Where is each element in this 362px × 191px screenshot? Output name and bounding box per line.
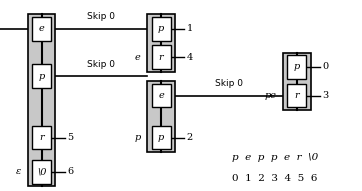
Text: r: r	[39, 133, 44, 142]
Text: 6: 6	[67, 167, 73, 176]
Text: p: p	[294, 62, 300, 71]
Text: r: r	[159, 53, 163, 62]
Bar	[28, 15, 55, 186]
Text: p: p	[38, 72, 45, 81]
Text: 3: 3	[322, 91, 328, 100]
Text: 1: 1	[186, 24, 193, 33]
Text: pe: pe	[265, 91, 277, 100]
Bar	[152, 17, 171, 41]
Text: 0  1  2  3  4  5  6: 0 1 2 3 4 5 6	[232, 174, 318, 183]
Bar	[147, 15, 175, 72]
Text: 4: 4	[186, 53, 193, 62]
Bar	[152, 45, 171, 69]
Text: \0: \0	[37, 167, 46, 176]
Text: p: p	[158, 24, 164, 33]
Bar	[32, 126, 51, 149]
Bar	[287, 55, 306, 79]
Bar	[32, 17, 51, 41]
Text: Skip 0: Skip 0	[87, 12, 115, 21]
Text: ε: ε	[16, 167, 21, 176]
Text: p  e  p  p  e  r  \0: p e p p e r \0	[232, 153, 318, 162]
Text: 0: 0	[322, 62, 328, 71]
Bar	[147, 81, 175, 152]
Text: p: p	[158, 133, 164, 142]
Text: Skip 0: Skip 0	[87, 60, 115, 69]
Bar	[287, 84, 306, 107]
Text: 5: 5	[67, 133, 73, 142]
Bar	[32, 65, 51, 88]
Text: p: p	[135, 133, 141, 142]
Bar	[32, 160, 51, 184]
Text: e: e	[158, 91, 164, 100]
Bar	[152, 126, 171, 149]
Text: 2: 2	[186, 133, 193, 142]
Text: r: r	[295, 91, 299, 100]
Text: Skip 0: Skip 0	[215, 79, 243, 88]
Text: e: e	[39, 24, 45, 33]
Bar	[283, 53, 311, 110]
Bar	[152, 84, 171, 107]
Text: e: e	[135, 53, 141, 62]
